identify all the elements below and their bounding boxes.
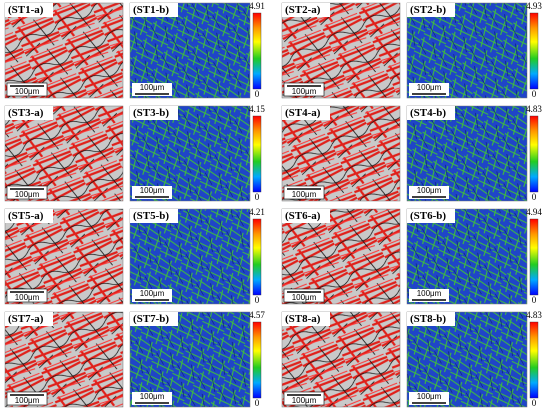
scale-label: 100μm <box>15 396 40 405</box>
kam-map <box>129 208 251 305</box>
scale-label: 100μm <box>140 186 165 195</box>
scale-box <box>132 83 172 96</box>
colorbar-max: 4.15 <box>249 104 265 114</box>
label-box <box>5 312 53 326</box>
colorbar-min: 0 <box>532 192 537 202</box>
panel-label: (ST5-a) <box>8 210 44 222</box>
colorbar <box>252 12 262 90</box>
label-box <box>407 209 455 223</box>
panel-label: (ST6-a) <box>285 210 321 222</box>
panel-label: (ST2-a) <box>285 4 321 16</box>
colorbar-max: 4.93 <box>526 1 542 11</box>
scale-label: 100μm <box>417 83 442 92</box>
colorbar-min: 0 <box>255 192 260 202</box>
scale-box <box>132 186 172 199</box>
scale-box <box>409 186 449 199</box>
microstructure-map <box>281 208 401 305</box>
panel-label: (ST1-a) <box>8 4 44 16</box>
microstructure-map <box>4 105 124 202</box>
kam-map <box>406 2 528 99</box>
colorbar <box>529 115 539 193</box>
colorbar-max: 4.83 <box>526 104 542 114</box>
panel-label: (ST5-b) <box>133 210 169 222</box>
label-box <box>282 312 330 326</box>
colorbar <box>529 321 539 399</box>
label-box <box>130 312 178 326</box>
colorbar <box>529 12 539 90</box>
scale-box <box>132 392 172 405</box>
kam-map <box>406 105 528 202</box>
panel-label: (ST4-b) <box>410 107 446 119</box>
scale-label: 100μm <box>15 293 40 302</box>
colorbar <box>252 115 262 193</box>
microstructure-map <box>4 208 124 305</box>
microstructure-map <box>4 2 124 99</box>
kam-map <box>406 311 528 408</box>
label-box <box>130 209 178 223</box>
label-box <box>130 106 178 120</box>
panel-label: (ST3-a) <box>8 107 44 119</box>
label-box <box>282 3 330 17</box>
scale-label: 100μm <box>15 87 40 96</box>
panel-label: (ST7-b) <box>133 313 169 325</box>
scale-label: 100μm <box>417 392 442 401</box>
colorbar-min: 0 <box>532 89 537 99</box>
scale-box <box>409 392 449 405</box>
colorbar <box>252 218 262 296</box>
label-box <box>407 106 455 120</box>
scale-label: 100μm <box>417 186 442 195</box>
scale-label: 100μm <box>292 293 317 302</box>
scale-label: 100μm <box>140 392 165 401</box>
microstructure-map <box>4 311 124 408</box>
colorbar-min: 0 <box>255 295 260 305</box>
panel-label: (ST2-b) <box>410 4 446 16</box>
colorbar-max: 4.21 <box>249 207 265 217</box>
panel-label: (ST7-a) <box>8 313 44 325</box>
kam-map <box>129 311 251 408</box>
colorbar-min: 0 <box>532 398 537 408</box>
colorbar <box>252 321 262 399</box>
panel-label: (ST1-b) <box>133 4 169 16</box>
colorbar-max: 4.94 <box>526 207 542 217</box>
microstructure-map <box>281 2 401 99</box>
colorbar-min: 0 <box>255 89 260 99</box>
scale-label: 100μm <box>140 289 165 298</box>
label-box <box>5 209 53 223</box>
kam-map <box>406 208 528 305</box>
scale-box <box>409 83 449 96</box>
scale-label: 100μm <box>140 83 165 92</box>
label-box <box>130 3 178 17</box>
panel-label: (ST6-b) <box>410 210 446 222</box>
scale-label: 100μm <box>15 190 40 199</box>
scale-label: 100μm <box>417 289 442 298</box>
label-box <box>407 312 455 326</box>
colorbar-max: 4.57 <box>249 310 265 320</box>
scale-label: 100μm <box>292 87 317 96</box>
kam-map <box>129 105 251 202</box>
panel-label: (ST3-b) <box>133 107 169 119</box>
panel-label: (ST4-a) <box>285 107 321 119</box>
label-box <box>5 3 53 17</box>
colorbar-max: 4.83 <box>526 310 542 320</box>
colorbar <box>529 218 539 296</box>
colorbar-min: 0 <box>532 295 537 305</box>
panel-label: (ST8-b) <box>410 313 446 325</box>
microstructure-map <box>281 311 401 408</box>
label-box <box>282 209 330 223</box>
microstructure-map <box>281 105 401 202</box>
scale-label: 100μm <box>292 396 317 405</box>
label-box <box>282 106 330 120</box>
scale-box <box>132 289 172 302</box>
panel-label: (ST8-a) <box>285 313 321 325</box>
scale-label: 100μm <box>292 190 317 199</box>
colorbar-min: 0 <box>255 398 260 408</box>
kam-map <box>129 2 251 99</box>
colorbar-max: 4.91 <box>249 1 265 11</box>
scale-box <box>409 289 449 302</box>
label-box <box>407 3 455 17</box>
label-box <box>5 106 53 120</box>
